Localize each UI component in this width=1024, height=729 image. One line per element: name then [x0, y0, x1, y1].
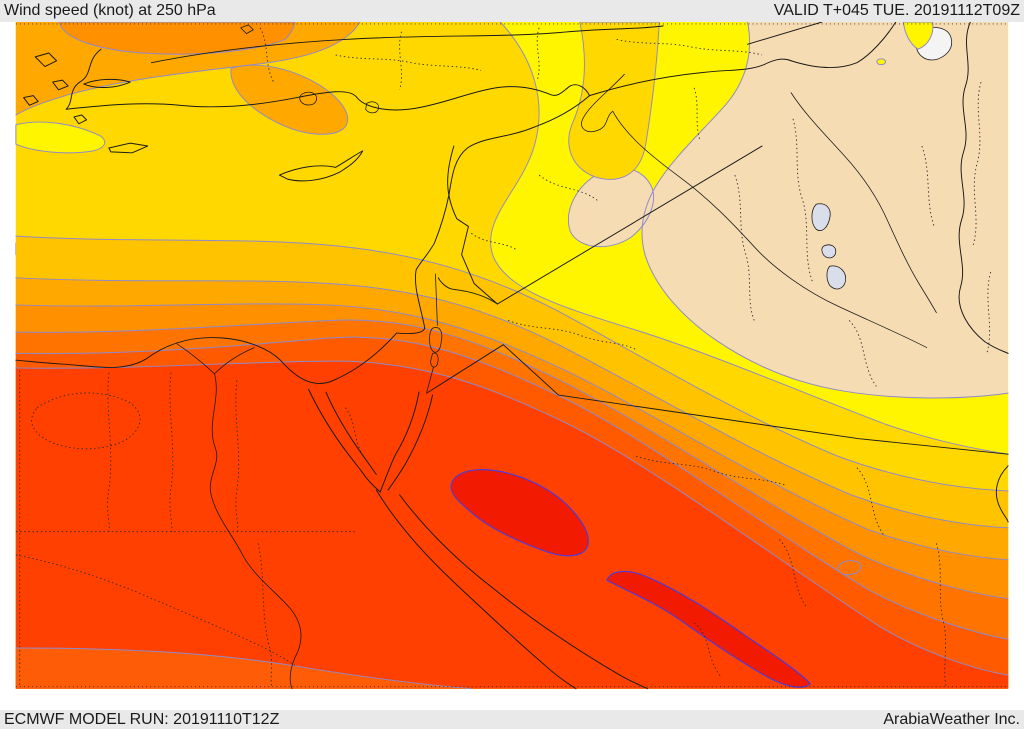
valid-time-label: VALID T+045 TUE. 20191112T09Z [773, 2, 1020, 19]
band-tan-syria-pocket [568, 167, 654, 248]
band-yellow-aegean-pocket [15, 121, 106, 154]
dead-sea [429, 327, 443, 368]
turkey-syria-border [589, 58, 792, 97]
contour-lines [15, 22, 1009, 690]
lake-tharthar [811, 203, 831, 231]
map-canvas [0, 22, 1024, 710]
jordan-saudi-iraq-border [426, 344, 1009, 455]
turkey-south-coast [65, 84, 591, 111]
cyprus-coast [278, 150, 364, 182]
aegean-island-3 [23, 95, 39, 106]
turkey-lake-3 [240, 24, 254, 35]
gulf-of-aqaba-east-shore [387, 394, 434, 491]
country-borders [426, 22, 1009, 455]
header-bar: Wind speed (knot) at 250 hPa VALID T+045… [0, 0, 1024, 22]
turkey-west-coast [65, 48, 102, 110]
gulf-of-suez-east-shore [325, 391, 377, 476]
band-bottom-strip [15, 647, 472, 689]
band-yellow-speck [876, 58, 887, 66]
gulf-of-suez-west-shore [308, 388, 363, 473]
river-tigris [790, 92, 937, 314]
rivers [176, 73, 937, 690]
marmara-sea [83, 78, 131, 88]
red-sea-arabian-coast [399, 494, 649, 690]
black-sea-coast [151, 25, 664, 64]
levant-coast [396, 95, 591, 335]
lakes [811, 22, 953, 290]
egypt-mediterranean-coast [15, 332, 398, 384]
aegean-island-4 [73, 114, 88, 125]
aegean-island-2 [52, 79, 69, 91]
band-amber-marmara-blob [230, 64, 348, 135]
river-nile [209, 373, 302, 690]
jordan-valley [426, 273, 438, 393]
persian-gulf-tip [995, 465, 1009, 523]
band-yellow-patch-ne [902, 22, 934, 50]
wind-speed-bands [15, 22, 1009, 689]
band-dred-core-east [606, 570, 812, 688]
band-orange-top-blob [58, 22, 296, 55]
aegean-island-1 [34, 52, 58, 68]
coastlines [15, 22, 1009, 690]
syria-jordan-border [437, 277, 498, 305]
syria-iraq-jordan-border [496, 145, 763, 305]
nile-delta-east-branch [214, 347, 255, 375]
sinai-south-tip [361, 471, 381, 493]
caucasus-coast [746, 22, 823, 45]
lake-razzaza [826, 265, 847, 290]
footer-bar: ECMWF MODEL RUN: 20191110T12Z ArabiaWeat… [0, 710, 1024, 729]
turkey-lake-1 [299, 91, 317, 106]
brand-label: ArabiaWeather Inc. [883, 710, 1020, 728]
crete-island [108, 142, 149, 154]
syria-lebanon-inland-border [447, 145, 498, 305]
red-sea-african-coast [375, 489, 577, 690]
turkey-iraq-border [790, 22, 897, 69]
gulf-of-aqaba-west-shore [379, 391, 420, 493]
admin-borders-dotted [15, 23, 1009, 688]
map-title: Wind speed (knot) at 250 hPa [4, 2, 216, 19]
iran-iraq-border [958, 22, 1009, 354]
river-euphrates [581, 73, 928, 348]
lake-habbaniyah [821, 244, 837, 259]
band-dred-core-west [450, 469, 589, 557]
turkey-lake-2 [365, 101, 379, 114]
nile-delta-west-branch [176, 343, 215, 375]
model-run-label: ECMWF MODEL RUN: 20191110T12Z [4, 710, 280, 728]
wind-speed-map [15, 22, 1009, 690]
band-gold-tongue [568, 22, 660, 180]
